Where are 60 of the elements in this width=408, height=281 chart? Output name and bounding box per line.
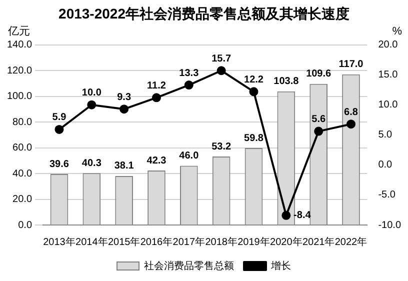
- y-tick-label: 0.0: [18, 220, 32, 231]
- point: [87, 100, 96, 110]
- point: [184, 80, 194, 90]
- y2-tick-label: 0.0: [378, 160, 393, 171]
- y2-tick-label: 10.0: [378, 100, 398, 111]
- y2-tick-label: 20.0: [378, 40, 398, 51]
- x-tick-label: 2015年: [108, 236, 140, 248]
- y-axis-title: 亿元: [7, 25, 30, 38]
- y-tick-label: 20.0: [12, 194, 32, 206]
- data-label: 109.6: [306, 68, 332, 80]
- point: [249, 87, 258, 96]
- data-label: 6.8: [344, 106, 358, 118]
- point: [152, 93, 161, 102]
- chart-title: 2013-2022年社会消费品零售总额及其增长速度: [58, 5, 350, 22]
- data-label: 38.1: [114, 160, 134, 172]
- data-label: 117.0: [338, 59, 364, 70]
- data-label: 11.2: [147, 80, 166, 92]
- x-tick-label: 2019年: [238, 236, 270, 248]
- data-label: 40.3: [82, 158, 102, 169]
- legend-label: 增长: [270, 260, 291, 272]
- point: [346, 120, 356, 129]
- data-label: 13.3: [179, 68, 200, 79]
- x-tick-label: 2018年: [205, 236, 238, 248]
- data-label: 39.6: [50, 158, 70, 170]
- y2-tick-label: 5.0: [378, 130, 393, 141]
- x-tick-label: 2013年: [43, 236, 76, 248]
- data-label: 59.8: [244, 132, 264, 144]
- data-label: 53.2: [212, 141, 232, 152]
- y-tick-label: 80.0: [12, 116, 32, 128]
- data-label: 5.6: [312, 114, 326, 126]
- y2-tick-label: 15.0: [378, 70, 398, 81]
- y-tick-label: 100.0: [6, 91, 32, 102]
- y-tick-label: 60.0: [12, 142, 32, 154]
- x-tick-label: 2017年: [172, 236, 206, 248]
- y2-tick-label: -5.0: [378, 190, 396, 201]
- y-tick-label: 120.0: [6, 65, 32, 76]
- point: [54, 124, 64, 134]
- point: [216, 66, 226, 76]
- data-label: 9.3: [117, 92, 132, 103]
- data-label: 10.0: [82, 88, 102, 99]
- data-label: 103.8: [274, 76, 300, 88]
- point: [282, 210, 291, 220]
- data-label: 46.0: [179, 150, 200, 162]
- legend-label: 社会消费品零售总额: [144, 260, 234, 272]
- x-tick-label: 2016年: [140, 236, 173, 248]
- point: [120, 104, 129, 114]
- y-tick-label: 140.0: [6, 40, 32, 51]
- y2-tick-label: -10.0: [378, 220, 402, 231]
- y2-axis-title: %: [392, 25, 402, 38]
- x-tick-label: 2022年: [334, 236, 368, 248]
- data-label: 12.2: [244, 74, 264, 86]
- x-tick-label: 2014年: [76, 236, 108, 248]
- point: [314, 126, 324, 136]
- data-label: 5.9: [52, 112, 67, 124]
- data-label: 42.3: [146, 155, 167, 166]
- x-tick-label: 2021年: [302, 236, 335, 248]
- y-tick-label: 40.0: [12, 168, 32, 180]
- x-tick-label: 2020年: [270, 236, 302, 248]
- data-label: -8.4: [294, 210, 312, 222]
- data-label: 15.7: [212, 53, 232, 64]
